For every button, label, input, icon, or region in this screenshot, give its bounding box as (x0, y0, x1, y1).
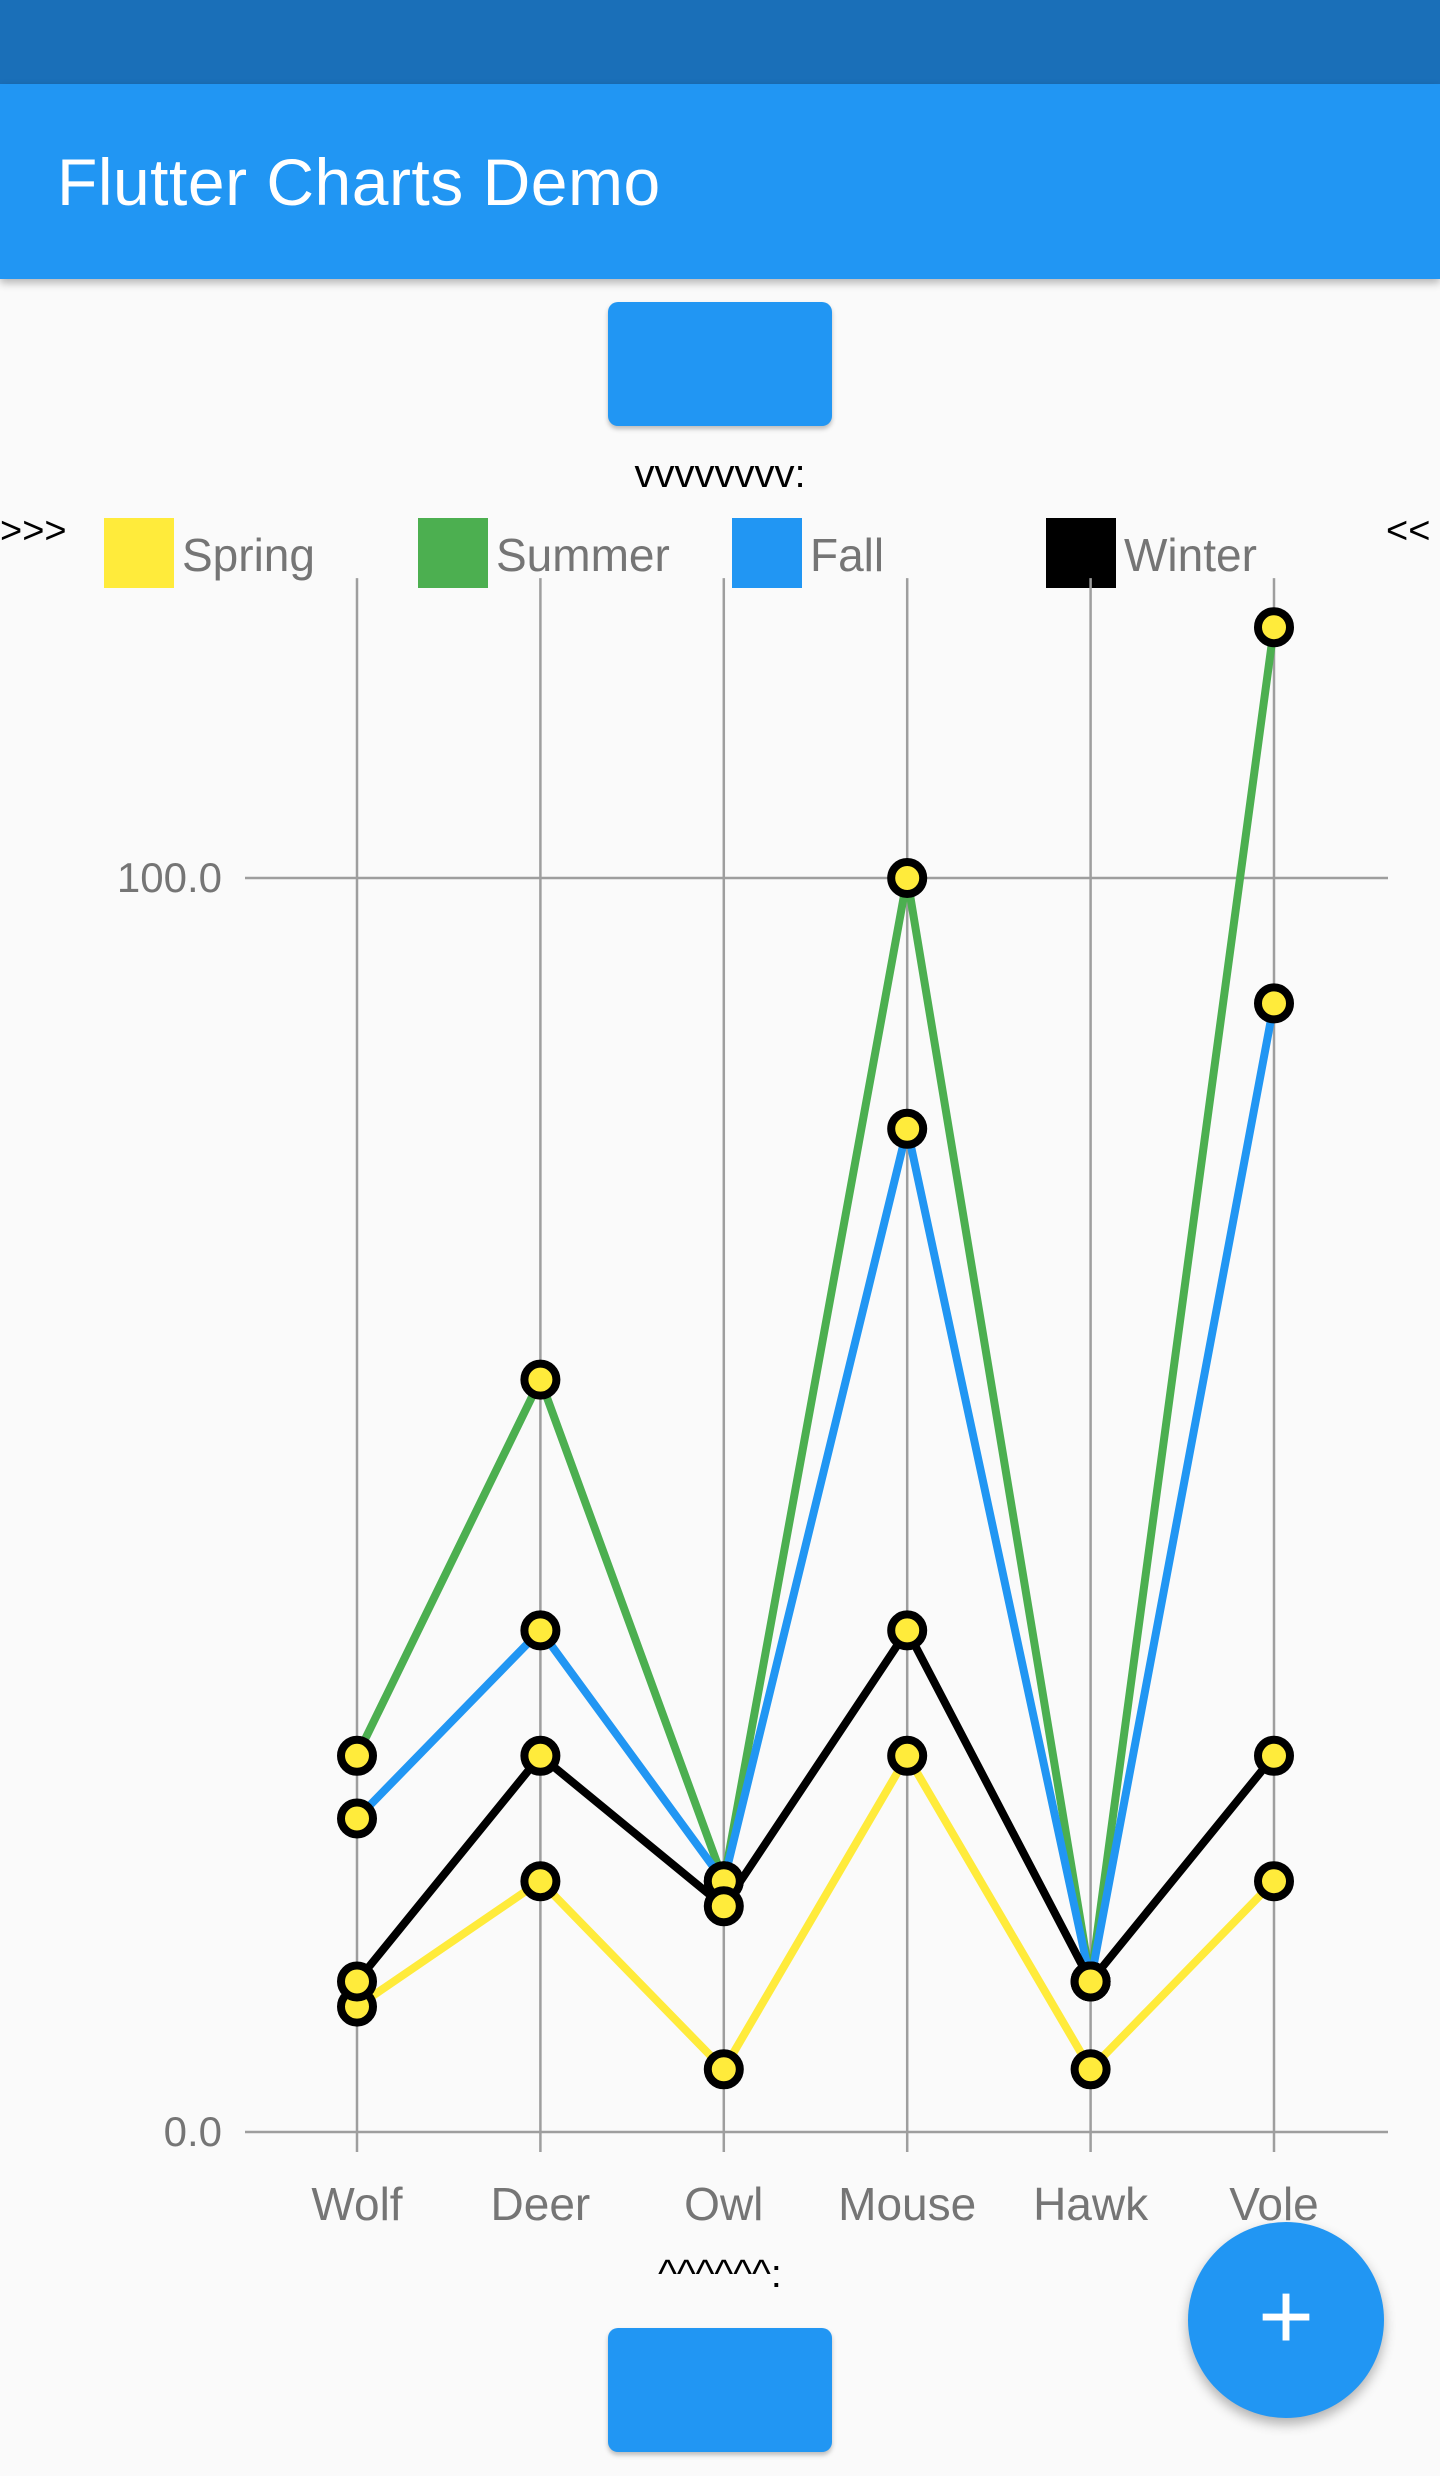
x-tick-label: Wolf (311, 2178, 402, 2230)
series-line-spring (354, 1747, 1277, 2076)
data-point-spring (520, 1861, 561, 1902)
series-line-winter (353, 1622, 1278, 1989)
legend-label-winter: Winter (1124, 529, 1257, 581)
app-bar: Flutter Charts Demo (0, 84, 1440, 279)
data-point-winter (520, 1735, 561, 1776)
data-point-winter (703, 1886, 744, 1927)
data-point-winter (1254, 1735, 1294, 1776)
data-point-fall (887, 1108, 928, 1149)
data-point-summer (1254, 607, 1294, 648)
legend-label-spring: Spring (182, 529, 315, 581)
legend-swatch-spring (104, 518, 174, 588)
y-tick-label: 0.0 (164, 2108, 222, 2155)
data-point-spring (1070, 2049, 1111, 2090)
data-point-summer (520, 1359, 561, 1400)
x-tick-label: Deer (491, 2178, 591, 2230)
data-point-winter (1070, 1961, 1111, 2002)
data-point-fall (337, 1798, 377, 1839)
data-point-spring (1254, 1861, 1294, 1902)
bottom-button[interactable] (608, 2328, 832, 2452)
data-point-spring (887, 1735, 928, 1776)
add-fab-button[interactable]: + (1188, 2222, 1384, 2418)
data-point-summer (887, 858, 928, 898)
data-point-spring (703, 2049, 744, 2090)
x-tick-label: Hawk (1033, 2178, 1149, 2230)
legend-swatch-fall (732, 518, 802, 588)
series-line-summer (353, 626, 1278, 1983)
data-point-summer (337, 1735, 377, 1776)
legend-label-fall: Fall (810, 529, 885, 581)
right-edge-marker: << (1386, 510, 1431, 552)
top-caption: vvvvvvvv: (634, 452, 806, 496)
data-point-winter (887, 1610, 928, 1651)
legend-swatch-winter (1046, 518, 1116, 588)
left-edge-marker: >>> (0, 510, 67, 552)
status-bar (0, 0, 1440, 84)
series-line-fall (354, 1002, 1278, 1983)
x-tick-label: Vole (1229, 2178, 1319, 2230)
data-point-fall (1254, 983, 1294, 1024)
x-tick-label: Owl (684, 2178, 763, 2230)
legend-swatch-summer (418, 518, 488, 588)
x-tick-label: Mouse (838, 2178, 976, 2230)
data-point-fall (520, 1610, 561, 1651)
y-tick-label: 100.0 (117, 854, 222, 901)
app-title: Flutter Charts Demo (57, 145, 661, 219)
plus-icon: + (1257, 2263, 1315, 2370)
top-button[interactable] (608, 302, 832, 426)
data-point-winter (337, 1961, 377, 2002)
legend-label-summer: Summer (496, 529, 670, 581)
bottom-caption: ^^^^^^: (658, 2252, 782, 2296)
